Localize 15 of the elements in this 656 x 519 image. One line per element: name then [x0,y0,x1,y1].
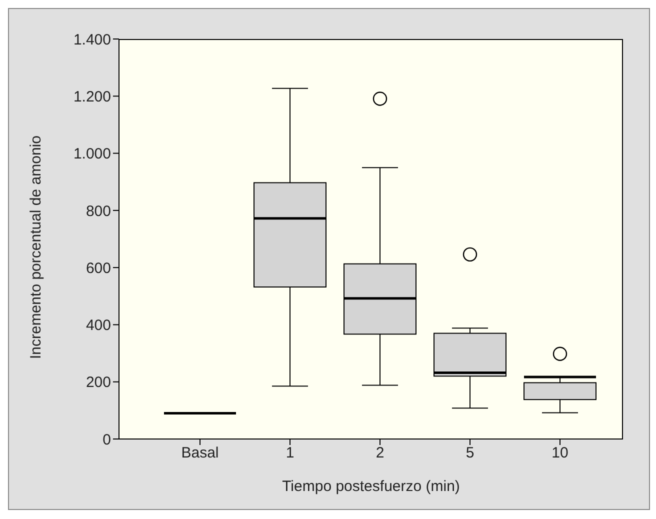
y-tick-label: 800 [86,202,111,220]
x-axis-title: Tiempo postesfuerzo (min) [282,478,460,495]
y-tick-label: 1.400 [73,31,111,48]
x-tick-label: Basal [181,444,219,462]
y-axis-title: Incremento porcentual de amonio [27,136,44,359]
y-tick-label: 600 [86,260,111,277]
y-tick-label: 200 [86,374,111,392]
y-tick-label: 1.000 [73,146,111,163]
y-tick-label: 0 [102,431,111,448]
y-tick-label: 1.200 [73,88,111,106]
x-tick-label: 5 [466,444,474,462]
y-tick-label: 400 [86,317,111,334]
x-tick-label: 2 [376,444,384,462]
x-tick-label: 1 [286,444,294,462]
x-tick-label: 10 [552,444,568,462]
